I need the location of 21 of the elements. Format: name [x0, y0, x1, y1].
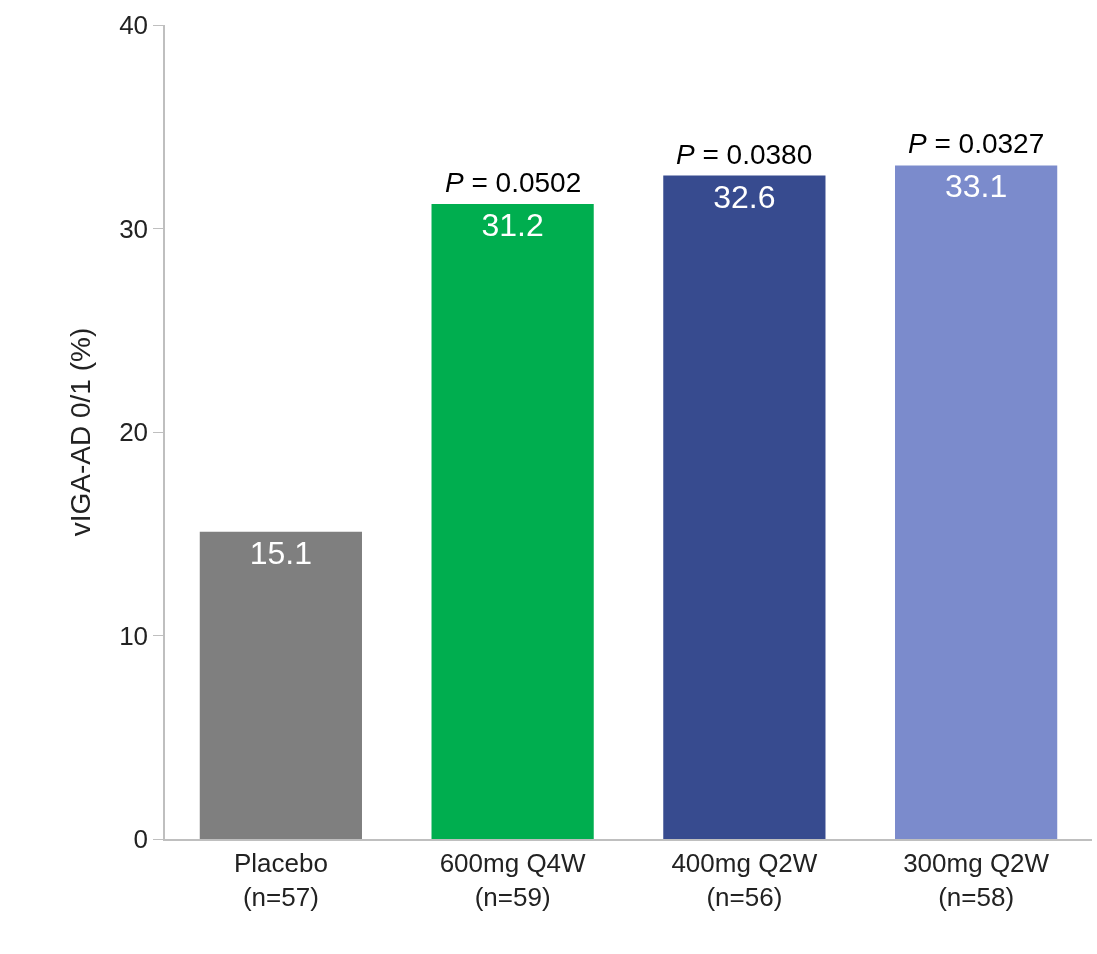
annotation: P = 0.0380 — [676, 139, 813, 170]
y-tick-label: 10 — [119, 620, 149, 651]
x-tick-label: Placebo (n=57) — [233, 847, 328, 912]
y-axis-title: vIGA-AD 0/1 (%) — [65, 327, 97, 537]
data-label: 32.6 — [713, 178, 776, 215]
y-tick-label: 20 — [119, 417, 149, 448]
x-tick-label: 400mg Q2W (n=56) — [671, 847, 818, 912]
data-label: 33.1 — [944, 168, 1008, 205]
x-tick-label: 300mg Q2W (n=58) — [903, 847, 1050, 912]
data-label: 31.2 — [481, 207, 544, 244]
y-tick-label: 30 — [119, 213, 149, 244]
bar — [895, 165, 1058, 839]
annotation: P = 0.0327 — [908, 128, 1045, 159]
annotation: P = 0.0502 — [445, 167, 582, 198]
data-label: 15.1 — [249, 534, 313, 571]
y-tick-label: 40 — [119, 10, 149, 41]
bar — [199, 531, 362, 839]
bar — [663, 175, 826, 839]
y-tick-label: 0 — [133, 824, 149, 855]
x-tick-label: 600mg Q4W (n=59) — [439, 847, 587, 912]
bar — [431, 204, 594, 839]
